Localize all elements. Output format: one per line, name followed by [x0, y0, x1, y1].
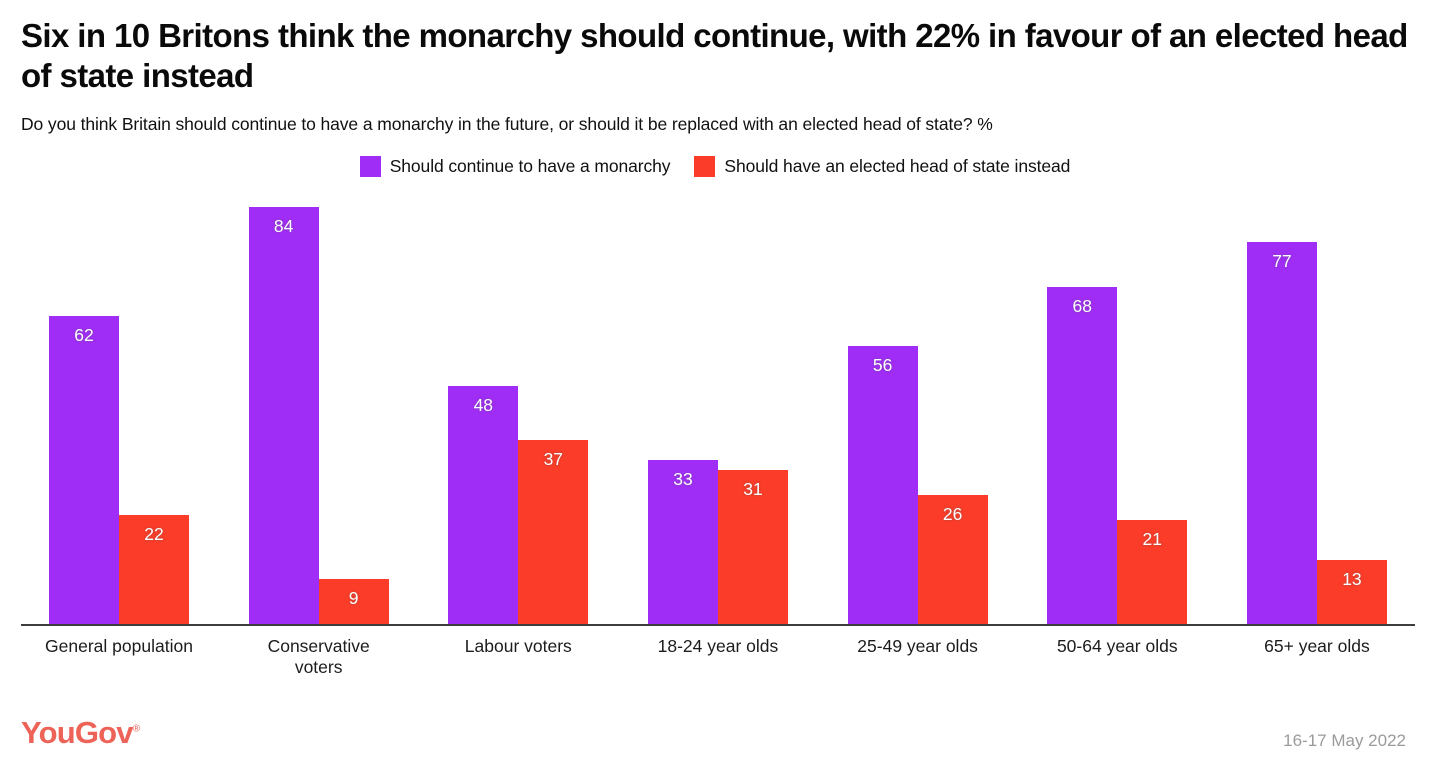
bar-monarchy: 62 [49, 315, 119, 624]
bar-value-label: 22 [144, 523, 164, 544]
fieldwork-date: 16-17 May 2022 [1283, 731, 1406, 750]
bar-monarchy: 48 [448, 385, 519, 624]
category-label: General population [45, 635, 193, 656]
chart-subtitle: Do you think Britain should continue to … [21, 113, 993, 134]
bar-value-label: 48 [473, 394, 494, 415]
chart-title: Six in 10 Britons think the monarchy sho… [21, 17, 1408, 95]
legend: Should continue to have a monarchy Should… [21, 155, 1409, 177]
legend-swatch-monarchy [359, 155, 381, 177]
bar-group: 77 13 65+ year olds [1246, 241, 1387, 656]
legend-item-elected: Should have an elected head of state ins… [694, 155, 1071, 177]
registered-trademark-icon: ® [132, 723, 140, 735]
bar-value-label: 84 [273, 215, 294, 236]
bar-group: 68 21 50-64 year olds [1047, 286, 1188, 656]
plot-area: 62 22 General population 84 9 Conservative vo… [21, 206, 1415, 677]
bar-elected: 31 [717, 469, 788, 624]
bar-monarchy: 84 [248, 206, 319, 624]
category-label: 65+ year olds [1264, 635, 1370, 656]
legend-label-monarchy: Should continue to have a monarchy [389, 155, 671, 176]
yougov-logo-text: YouGov [21, 715, 134, 750]
legend-label-elected: Should have an elected head of state ins… [724, 155, 1071, 176]
category-label: 18-24 year olds [657, 635, 779, 656]
bar-value-label: 37 [543, 448, 564, 469]
bar-value-label: 68 [1072, 295, 1093, 316]
legend-swatch-elected [694, 155, 716, 177]
bar-value-label: 31 [743, 478, 763, 499]
bar-value-label: 33 [673, 468, 693, 489]
bar-group: 84 9 Conservative voters [248, 206, 389, 677]
yougov-logo: YouGov® [21, 715, 140, 751]
bar-elected: 37 [518, 439, 589, 624]
category-label: Labour voters [464, 635, 572, 656]
bar-value-label: 21 [1142, 528, 1163, 549]
bar-elected: 13 [1316, 559, 1387, 624]
category-label: Conservative voters [267, 635, 370, 678]
bar-monarchy: 68 [1047, 286, 1118, 624]
bar-group: 56 26 25-49 year olds [847, 345, 988, 656]
bar-elected: 21 [1117, 519, 1188, 624]
legend-item-monarchy: Should continue to have a monarchy [359, 155, 671, 177]
bar-group: 48 37 Labour voters [448, 385, 589, 656]
footer: YouGov® 16-17 May 2022 [21, 715, 1406, 751]
bar-value-label: 13 [1342, 568, 1362, 589]
bar-group: 33 31 18-24 year olds [647, 459, 788, 656]
bar-value-label: 9 [348, 587, 359, 608]
bar-elected: 22 [119, 514, 189, 624]
bar-value-label: 56 [872, 354, 893, 375]
bar-monarchy: 56 [847, 345, 918, 624]
bar-monarchy: 77 [1246, 241, 1317, 624]
bar-monarchy: 33 [647, 459, 718, 624]
category-label: 25-49 year olds [857, 635, 978, 656]
bar-value-label: 62 [74, 324, 94, 345]
bar-elected: 9 [318, 578, 389, 624]
bar-group: 62 22 General population [45, 315, 193, 656]
category-label: 50-64 year olds [1056, 635, 1178, 656]
bar-value-label: 77 [1272, 250, 1292, 271]
bar-elected: 26 [917, 494, 988, 624]
bar-value-label: 26 [942, 503, 963, 524]
